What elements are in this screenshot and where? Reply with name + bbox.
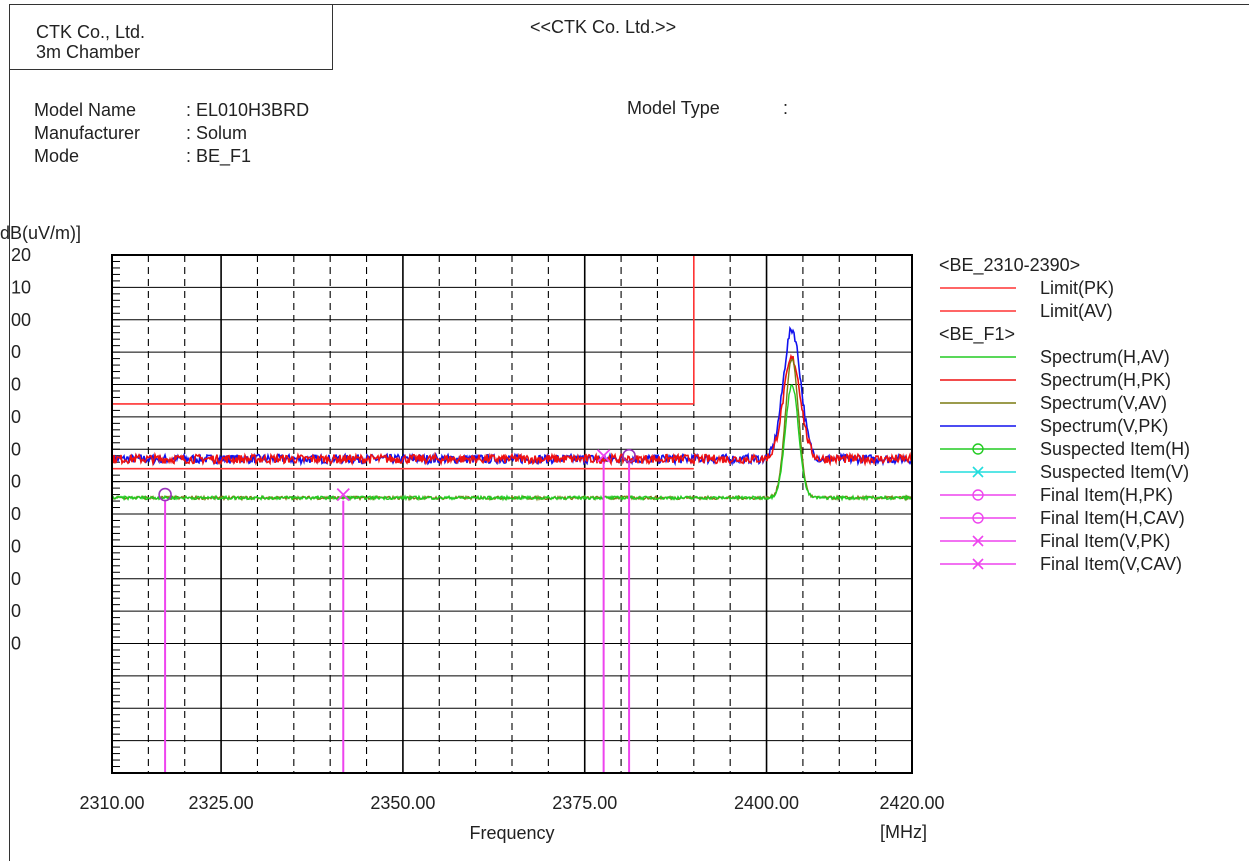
model-name-label: Model Name: [34, 100, 137, 120]
final-item-cross-marker: [596, 449, 611, 463]
y-tick-label: 0: [11, 342, 21, 362]
y-tick-label: 0: [11, 601, 21, 621]
legend-cross-marker: [972, 535, 984, 547]
legend-entry-label: Final Item(V,PK): [1040, 531, 1170, 551]
manufacturer-label: Manufacturer: [34, 123, 141, 143]
spectrum-trace: [111, 325, 913, 467]
legend-entry-label: Spectrum(V,AV): [1040, 393, 1167, 413]
grid-layer: [112, 254, 912, 774]
x-tick-label: 2420.00: [879, 793, 944, 813]
legend-group-header: <BE_2310-2390>: [939, 255, 1080, 276]
legend-circle-marker: [972, 512, 984, 524]
x-tick-label: 2310.00: [79, 793, 144, 813]
company-name: CTK Co., Ltd.: [36, 22, 146, 42]
legend-circle-marker: [972, 443, 984, 455]
manufacturer-value: : Solum: [186, 123, 248, 143]
model-type-label: Model Type: [627, 98, 720, 118]
y-tick-label: 20: [11, 245, 31, 265]
y-tick-label: 10: [11, 277, 31, 297]
legend-entry-label: Spectrum(H,PK): [1040, 370, 1171, 390]
final-item-circle-marker: [622, 448, 636, 463]
legend-entry-label: Final Item(V,CAV): [1040, 554, 1182, 574]
y-tick-label: 0: [11, 472, 21, 492]
legend-entry-label: Suspected Item(H): [1040, 439, 1190, 459]
spectrum-trace: [111, 353, 912, 467]
y-tick-label: 0: [11, 536, 21, 556]
y-axis-label: dB(uV/m)]: [0, 223, 81, 243]
chamber-name: 3m Chamber: [36, 42, 141, 62]
y-tick-label: 0: [11, 569, 21, 589]
mode-label: Mode: [34, 146, 80, 166]
y-tick-label: 0: [11, 439, 21, 459]
y-tick-label: 0: [11, 504, 21, 524]
y-tick-label: 0: [11, 375, 21, 395]
legend-entry-label: Final Item(H,PK): [1040, 485, 1173, 505]
report-frame: [9, 4, 1249, 861]
y-tick-label: 0: [11, 407, 21, 427]
spectrum-trace: [111, 384, 913, 502]
model-type-colon: :: [783, 98, 789, 118]
ticks-layer: 2310.00 2325.00 2350.00 2375.00 2400.00 2420.…: [11, 245, 945, 813]
legend-circle-marker: [972, 489, 984, 501]
company-box: [9, 4, 333, 70]
report-banner: <<CTK Co. Ltd.>>: [530, 17, 677, 37]
legend-entry-label: Final Item(H,CAV): [1040, 508, 1185, 528]
x-tick-label: 2325.00: [189, 793, 254, 813]
x-tick-label: 2375.00: [552, 793, 617, 813]
x-axis-label: Frequency: [469, 823, 554, 843]
final-layer: [158, 448, 636, 773]
legend-entry-label: Limit(PK): [1040, 278, 1114, 298]
legend-entry-label: Spectrum(H,AV): [1040, 347, 1170, 367]
legend-group-header: <BE_F1>: [939, 324, 1015, 345]
x-tick-label: 2400.00: [734, 793, 799, 813]
legend-entry-label: Spectrum(V,PK): [1040, 416, 1168, 436]
mode-value: : BE_F1: [186, 146, 252, 166]
plot-border: [111, 254, 913, 774]
model-name-value: : EL010H3BRD: [186, 100, 310, 120]
legend-cross-marker: [972, 558, 984, 570]
limit-layer: [112, 255, 695, 470]
final-item-circle-marker: [158, 487, 172, 502]
legend: <BE_2310-2390>Limit(PK) Limit(AV) <BE_F1> S…: [939, 255, 1190, 574]
spectrum-layer: [111, 325, 913, 502]
x-tick-label: 2350.00: [370, 793, 435, 813]
legend-cross-marker: [972, 466, 984, 478]
y-tick-label: 0: [11, 634, 21, 654]
x-axis-unit: [MHz]: [880, 822, 927, 842]
legend-entry-label: Limit(AV): [1040, 301, 1113, 321]
legend-entry-label: Suspected Item(V): [1040, 462, 1189, 482]
final-item-cross-marker: [336, 487, 350, 502]
y-tick-label: 00: [11, 310, 31, 330]
